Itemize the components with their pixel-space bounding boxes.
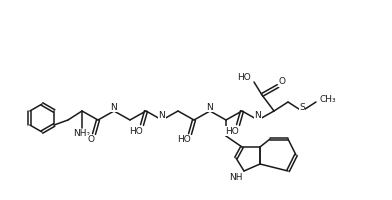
Text: HO: HO — [237, 73, 251, 82]
Text: CH₃: CH₃ — [320, 95, 337, 104]
Text: N: N — [255, 112, 261, 120]
Text: N: N — [159, 112, 165, 120]
Text: HO: HO — [129, 127, 143, 136]
Text: NH₂: NH₂ — [73, 130, 91, 138]
Text: HO: HO — [225, 127, 239, 136]
Text: N: N — [111, 102, 117, 112]
Text: N: N — [207, 102, 213, 112]
Text: O: O — [87, 136, 94, 144]
Text: O: O — [278, 77, 285, 86]
Text: NH: NH — [229, 172, 243, 182]
Text: HO: HO — [177, 136, 191, 144]
Text: S: S — [299, 102, 305, 112]
